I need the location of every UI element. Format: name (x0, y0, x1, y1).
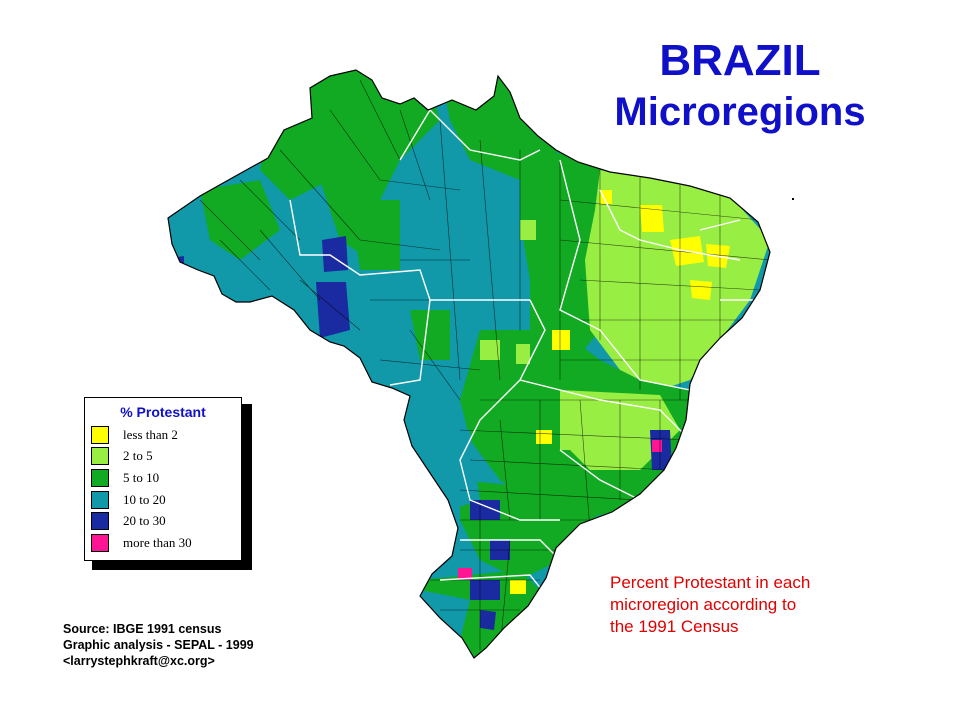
legend-label: 10 to 20 (123, 491, 166, 507)
legend-swatch (91, 533, 109, 552)
map-subtitle: Microregions (614, 90, 866, 134)
legend-label: 5 to 10 (123, 469, 160, 485)
legend-swatch (91, 512, 109, 531)
caption-line: the 1991 Census (610, 617, 739, 636)
legend-item: more than 30 (85, 532, 241, 554)
legend-swatch (91, 447, 109, 466)
legend-title: % Protestant (120, 404, 206, 420)
source-credit: Source: IBGE 1991 census Graphic analysi… (63, 621, 323, 669)
caption-line: Percent Protestant in each (610, 573, 811, 592)
stray-dot (792, 198, 794, 200)
legend-item: 2 to 5 (85, 446, 241, 468)
source-line: Graphic analysis - SEPAL - 1999 (63, 638, 254, 652)
state-borders (289, 109, 760, 601)
legend-item: 10 to 20 (85, 489, 241, 511)
map-caption: Percent Protestant in each microregion a… (610, 572, 910, 638)
legend-label: less than 2 (123, 426, 178, 442)
legend-label: 2 to 5 (123, 448, 153, 464)
legend-item: 5 to 10 (85, 467, 241, 489)
source-line: Source: IBGE 1991 census (63, 622, 222, 636)
legend-item: 20 to 30 (85, 510, 241, 532)
legend-label: 20 to 30 (123, 513, 166, 529)
legend-swatch (91, 468, 109, 487)
map-title: BRAZIL (659, 36, 821, 85)
microregion-borders (199, 79, 770, 651)
legend: % Protestant less than 2 2 to 5 5 to 10 … (84, 397, 242, 561)
legend-swatch (91, 490, 109, 509)
caption-line: microregion according to (610, 595, 797, 614)
legend-swatch (91, 425, 109, 444)
legend-item: less than 2 (85, 424, 241, 446)
source-line: <larrystephkraft@xc.org> (63, 654, 215, 668)
legend-label: more than 30 (123, 534, 192, 550)
